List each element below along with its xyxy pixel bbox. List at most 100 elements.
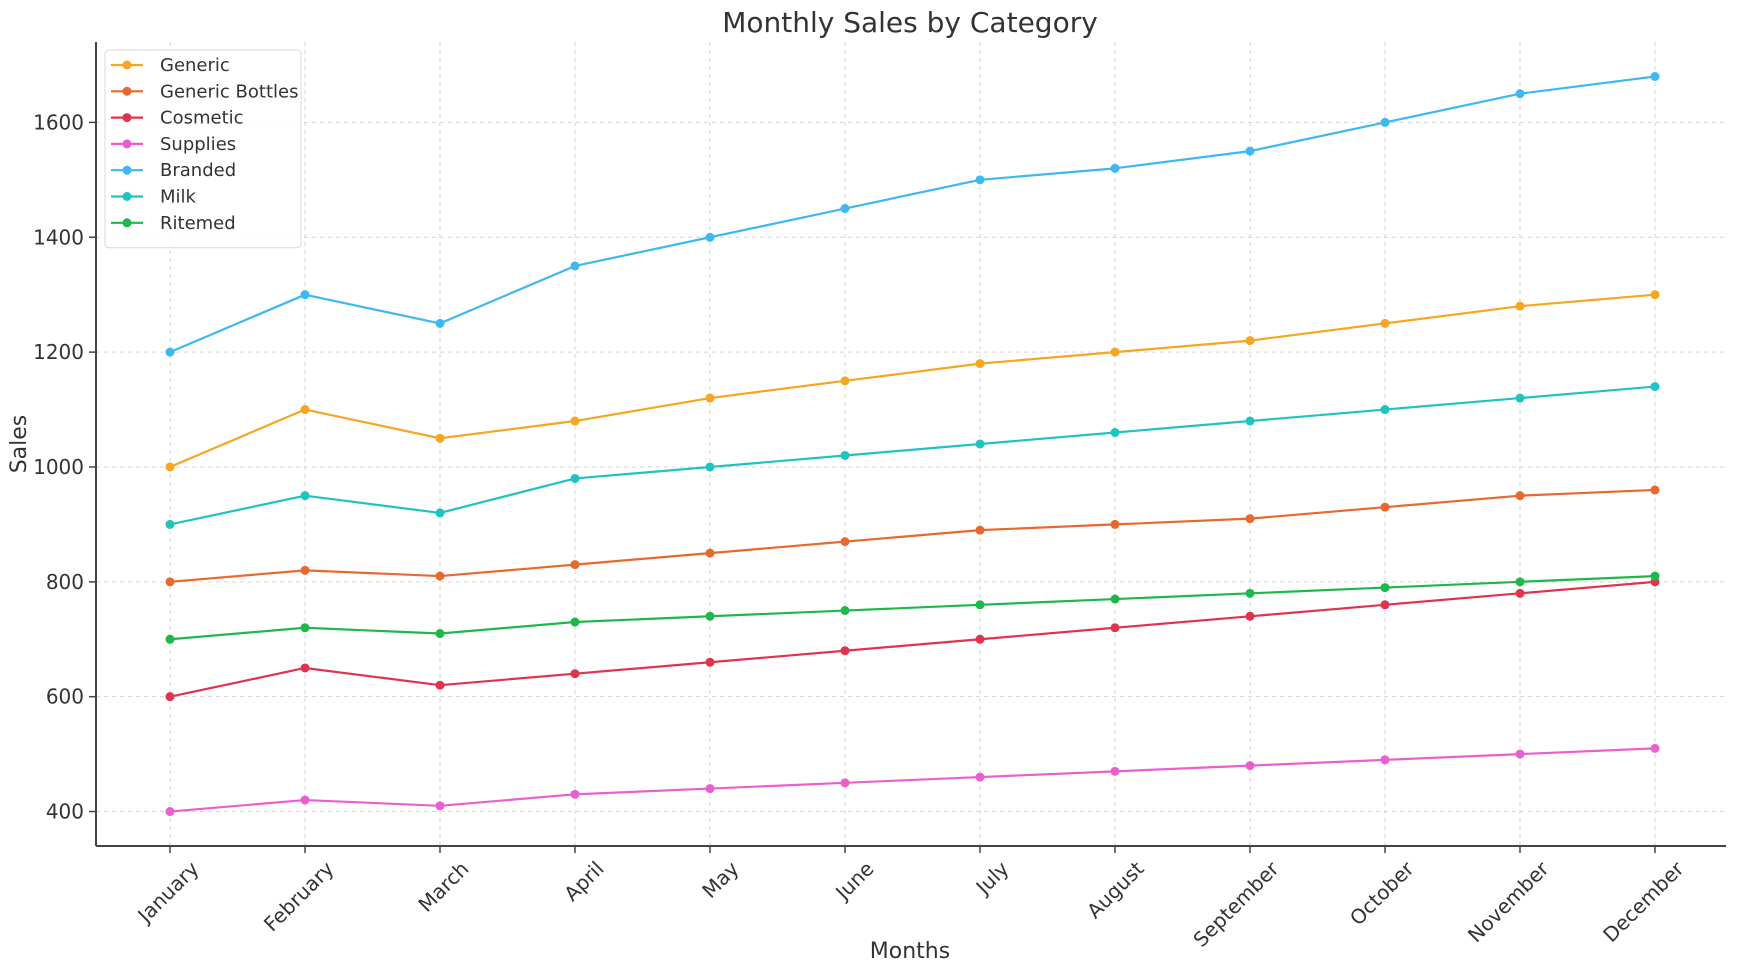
data-point [1380, 600, 1390, 610]
x-tick-label: February [259, 856, 339, 936]
legend-item: Ritemed [111, 213, 236, 234]
data-point [1515, 577, 1525, 587]
data-point [1110, 163, 1120, 173]
data-point [300, 491, 310, 501]
x-tick-label: December [1598, 856, 1689, 947]
data-point [435, 318, 445, 328]
legend-marker [122, 165, 132, 175]
x-tick-label: May [697, 856, 743, 902]
data-point [570, 261, 580, 271]
series-milk [165, 382, 1660, 529]
data-point [1515, 89, 1525, 99]
data-point [1380, 583, 1390, 593]
data-point [840, 376, 850, 386]
legend-label: Branded [160, 160, 236, 181]
data-point [840, 778, 850, 788]
data-point [1515, 301, 1525, 311]
series-generic [165, 290, 1660, 472]
data-point [705, 548, 715, 558]
data-point [570, 560, 580, 570]
legend-item: Supplies [111, 134, 236, 155]
data-point [1245, 611, 1255, 621]
data-point [1650, 290, 1660, 300]
x-tick-label: April [559, 857, 608, 906]
y-tick-label: 1400 [33, 225, 84, 249]
data-point [300, 405, 310, 415]
data-point [840, 606, 850, 616]
series-line [169, 580, 1656, 698]
data-point [840, 450, 850, 460]
series-line [169, 574, 1656, 641]
series-line [169, 747, 1656, 813]
data-point [705, 232, 715, 242]
data-point [840, 646, 850, 656]
data-point [975, 175, 985, 185]
data-point [435, 629, 445, 639]
data-point [300, 290, 310, 300]
legend-label: Generic [160, 55, 230, 76]
x-tick-label: November [1463, 856, 1554, 947]
y-tick-label: 800 [46, 570, 84, 594]
data-point [705, 611, 715, 621]
data-point [165, 807, 175, 817]
data-point [1380, 405, 1390, 415]
y-tick-label: 1200 [33, 340, 84, 364]
y-tick-label: 600 [46, 685, 84, 709]
data-point [1650, 382, 1660, 392]
series-ritemed [165, 571, 1660, 644]
data-point [165, 634, 175, 644]
data-point [435, 433, 445, 443]
data-point [570, 473, 580, 483]
axes [95, 42, 1726, 847]
data-point [1380, 502, 1390, 512]
data-point [975, 634, 985, 644]
data-point [975, 439, 985, 449]
data-point [1110, 594, 1120, 604]
data-point [1245, 588, 1255, 598]
x-axis-ticks: January February March April May June July Augu… [132, 846, 1689, 952]
data-point [165, 519, 175, 529]
data-point [570, 789, 580, 799]
series-line [169, 75, 1656, 354]
legend-label: Generic Bottles [160, 81, 298, 102]
data-point [1110, 623, 1120, 633]
data-point [300, 565, 310, 575]
data-point [705, 784, 715, 794]
legend-item: Generic Bottles [111, 81, 298, 102]
x-tick-label: August [1082, 856, 1149, 923]
data-point [1515, 749, 1525, 759]
data-point [300, 623, 310, 633]
series-cosmetic [165, 577, 1660, 702]
series-line [169, 293, 1656, 468]
data-point [975, 600, 985, 610]
data-point [300, 795, 310, 805]
legend-item: Milk [111, 187, 197, 208]
chart-title: Monthly Sales by Category [722, 6, 1098, 39]
legend-box [104, 49, 302, 249]
data-point [705, 462, 715, 472]
legend-label: Cosmetic [160, 108, 244, 129]
data-point [1110, 428, 1120, 438]
legend-item: Cosmetic [111, 108, 244, 129]
data-point [1245, 416, 1255, 426]
data-point [1515, 491, 1525, 501]
legend-marker [122, 218, 132, 228]
x-axis-label: Months [870, 939, 950, 960]
legend-marker [122, 139, 132, 149]
y-tick-label: 1600 [33, 110, 84, 134]
y-tick-label: 1000 [33, 455, 84, 479]
data-point [1650, 571, 1660, 581]
x-tick-label: January [132, 856, 204, 928]
data-point [435, 801, 445, 811]
legend-marker [122, 113, 132, 123]
series-line [169, 385, 1656, 526]
data-point [435, 680, 445, 690]
x-tick-label: June [829, 857, 878, 906]
data-point [1380, 755, 1390, 765]
series-supplies [165, 743, 1660, 817]
data-point [165, 462, 175, 472]
legend: Generic Generic Bottles Cosmetic Supplies Br… [104, 49, 302, 249]
data-point [1245, 761, 1255, 771]
legend-item: Branded [111, 160, 236, 181]
